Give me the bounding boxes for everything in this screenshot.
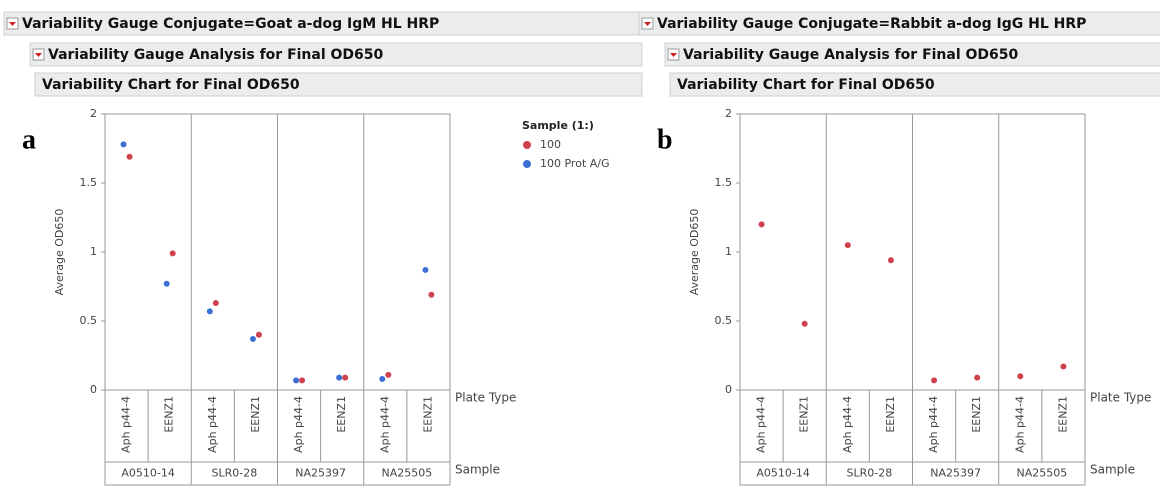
point [758,221,765,228]
point [931,377,938,384]
header-bar [29,42,643,67]
point [299,377,306,384]
x-tick-label: Aph p44-4 [206,396,219,453]
legend-marker [523,141,531,149]
y-tick-label: 0.5 [80,314,98,327]
group-label: SLR0-28 [847,467,893,480]
point [342,374,349,381]
panel-label: b [657,124,673,155]
point [844,242,851,249]
group-label: A0510-14 [121,467,175,480]
header-bar [669,72,1160,97]
header-text: Variability Gauge Analysis for Final OD6… [683,47,1019,63]
y-axis-label: Average OD650 [688,209,701,296]
x-tick-label: Aph p44-4 [841,396,854,453]
point [120,141,127,148]
legend-label: 100 [540,138,561,151]
point [169,250,176,257]
point [336,374,343,381]
y-axis-label: Average OD650 [53,209,66,296]
group-label: A0510-14 [756,467,810,480]
group-label: NA25397 [295,467,346,480]
y-tick-label: 0.5 [715,314,733,327]
group-label: SLR0-28 [212,467,258,480]
legend-marker [523,160,531,168]
header-text: Variability Chart for Final OD650 [677,77,935,93]
header-text: Variability Gauge Analysis for Final OD6… [48,47,384,63]
point [801,320,808,327]
x-tick-label: Aph p44-4 [378,396,391,453]
x-tick-label: EENZ1 [249,396,262,433]
x-tick-label: EENZ1 [421,396,434,433]
header-bar [34,72,643,97]
point [163,280,170,287]
y-tick-label: 0 [90,383,97,396]
x-axis-label: Plate Type [1090,391,1151,405]
x-tick-label: Aph p44-4 [292,396,305,453]
point [1060,363,1067,370]
x-tick-label: EENZ1 [970,396,983,433]
point [974,374,981,381]
point [255,331,262,338]
x-tick-label: EENZ1 [884,396,897,433]
x-tick-label: Aph p44-4 [1013,396,1026,453]
group-axis-label: Sample [455,463,500,477]
y-tick-label: 2 [90,107,97,120]
x-tick-label: Aph p44-4 [120,396,133,453]
point [428,291,435,298]
header-text: Variability Gauge Conjugate=Goat a-dog I… [22,16,439,32]
y-tick-label: 0 [725,383,732,396]
x-tick-label: EENZ1 [163,396,176,433]
x-tick-label: EENZ1 [1056,396,1069,433]
point [379,375,386,382]
y-tick-label: 2 [725,107,732,120]
group-label: NA25397 [930,467,981,480]
point [293,377,300,384]
panel-label: a [22,124,36,155]
y-tick-label: 1 [90,245,97,258]
header-text: Variability Gauge Conjugate=Rabbit a-dog… [657,16,1086,32]
x-tick-label: EENZ1 [335,396,348,433]
point [206,308,213,315]
group-label: NA25505 [1017,467,1068,480]
x-tick-label: Aph p44-4 [927,396,940,453]
header-bar [664,42,1160,67]
x-axis-label: Plate Type [455,391,516,405]
header-bar [638,11,1160,36]
legend-label: 100 Prot A/G [540,157,610,170]
y-tick-label: 1.5 [80,176,98,189]
point [126,153,133,160]
point [1017,373,1024,380]
x-tick-label: EENZ1 [798,396,811,433]
dropdown-arrow [644,22,651,26]
legend-title: Sample (1:) [522,119,594,132]
dropdown-arrow [9,22,16,26]
point [212,300,219,307]
group-axis-label: Sample [1090,463,1135,477]
point [887,257,894,264]
point [385,371,392,378]
dropdown-arrow [35,53,42,57]
dropdown-arrow [670,53,677,57]
group-label: NA25505 [382,467,433,480]
x-tick-label: Aph p44-4 [755,396,768,453]
header-text: Variability Chart for Final OD650 [42,77,300,93]
y-tick-label: 1 [725,245,732,258]
point [249,335,256,342]
point [422,266,429,273]
y-tick-label: 1.5 [715,176,733,189]
